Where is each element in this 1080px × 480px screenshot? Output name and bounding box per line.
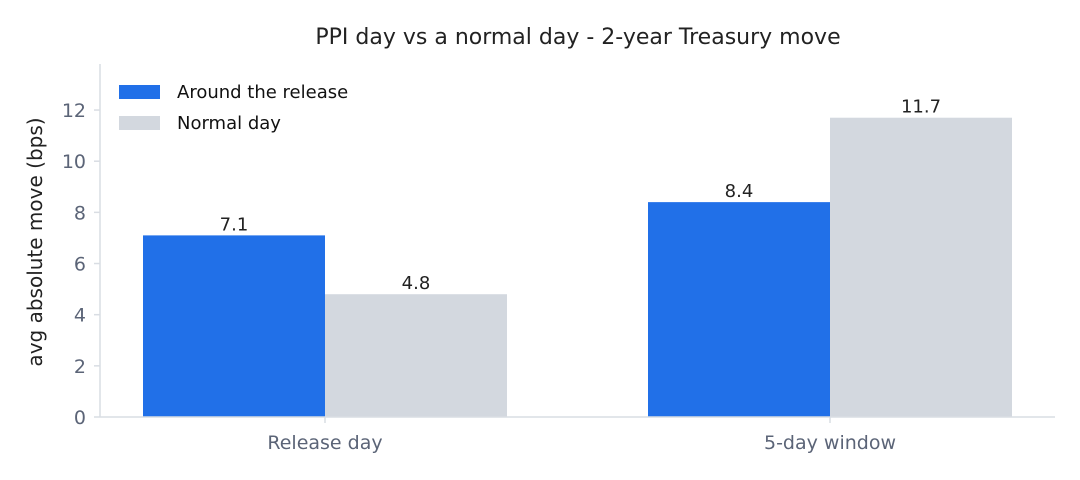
value-label-around-release-5-day-window: 8.4 — [725, 181, 754, 202]
value-label-normal-day-5-day-window: 11.7 — [901, 97, 941, 118]
x-tick-label-1: 5-day window — [764, 432, 896, 454]
y-axis-label: avg absolute move (bps) — [23, 117, 47, 366]
legend: Around the release Normal day — [119, 82, 348, 134]
bar-normal-day-release-day — [325, 294, 507, 417]
y-tick-label-4: 4 — [74, 305, 86, 327]
y-ticks-layer: 0 2 4 6 8 10 12 — [62, 100, 100, 429]
y-tick-label-0: 0 — [74, 407, 86, 429]
bar-around-release-5-day-window — [648, 202, 830, 417]
y-tick-label-10: 10 — [62, 151, 86, 173]
bar-normal-day-5-day-window — [830, 117, 1012, 417]
y-tick-label-12: 12 — [62, 100, 86, 122]
y-tick-label-6: 6 — [74, 254, 86, 276]
bar-around-release-release-day — [143, 235, 325, 417]
y-tick-label-2: 2 — [74, 356, 86, 378]
x-ticks-layer: Release day 5-day window — [267, 417, 896, 454]
legend-swatch-around-release — [119, 85, 160, 99]
value-label-normal-day-release-day: 4.8 — [402, 273, 431, 294]
value-labels-layer: 7.1 8.4 4.8 11.7 — [220, 97, 941, 294]
legend-label-normal-day: Normal day — [177, 113, 281, 134]
chart-title: PPI day vs a normal day - 2-year Treasur… — [315, 25, 840, 50]
x-tick-label-0: Release day — [267, 432, 382, 454]
bars-layer — [143, 117, 1012, 417]
value-label-around-release-release-day: 7.1 — [220, 214, 249, 235]
y-tick-label-8: 8 — [74, 202, 86, 224]
legend-label-around-release: Around the release — [177, 82, 348, 103]
legend-swatch-normal-day — [119, 116, 160, 130]
